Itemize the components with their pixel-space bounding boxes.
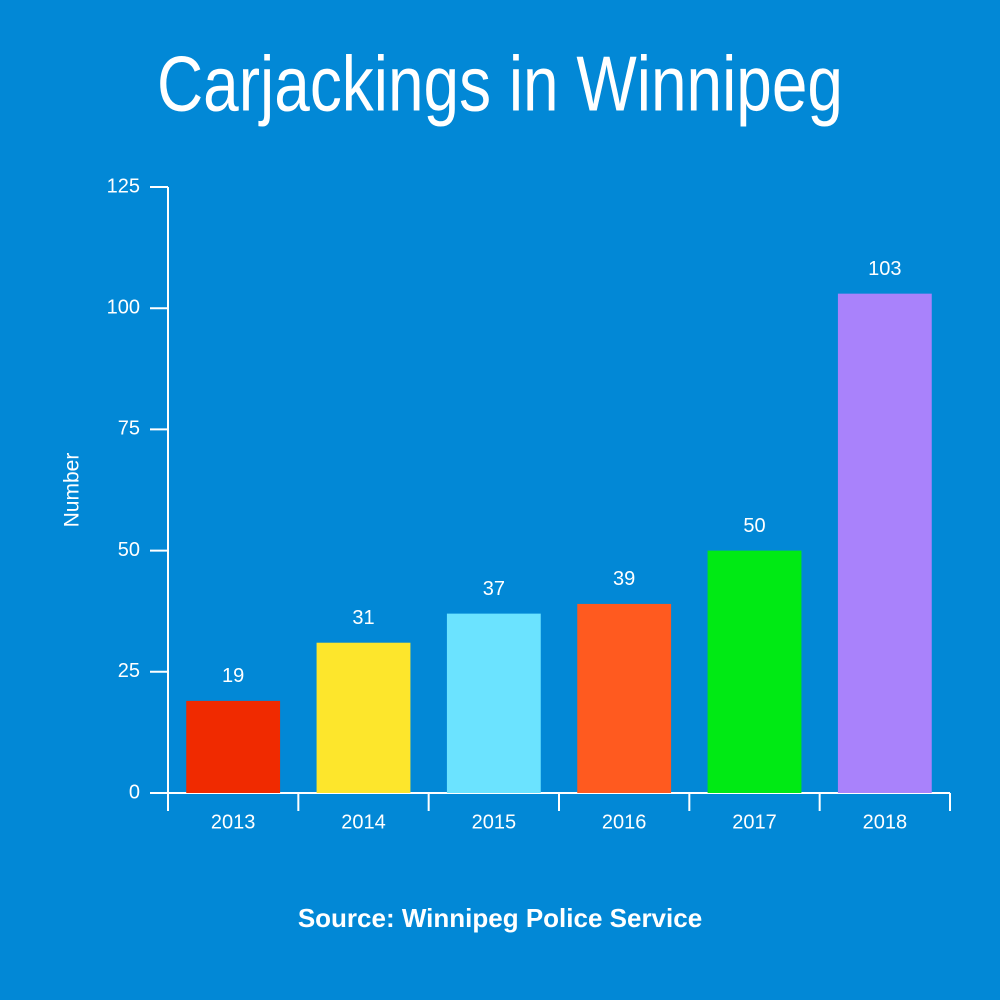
data-label: 19	[222, 665, 244, 687]
chart-title: Carjackings in Winnipeg	[157, 41, 843, 128]
data-label: 103	[868, 258, 901, 280]
x-tick-label: 2018	[863, 811, 908, 833]
data-label: 31	[352, 607, 374, 629]
y-axis-label: Number	[61, 453, 84, 528]
bar	[446, 613, 541, 793]
y-tick-label: 125	[107, 175, 140, 197]
x-tick-label: 2017	[732, 811, 777, 833]
bar	[316, 642, 411, 793]
y-tick-label: 25	[118, 660, 140, 682]
x-tick-label: 2014	[341, 811, 386, 833]
bar	[186, 700, 281, 793]
source: Source: Winnipeg Police Service	[298, 903, 702, 933]
y-tick-label: 75	[118, 418, 140, 440]
data-label: 39	[613, 568, 635, 590]
y-tick-label: 100	[107, 296, 140, 318]
x-tick-label: 2013	[211, 811, 256, 833]
bar	[577, 603, 672, 793]
bar	[837, 293, 932, 793]
x-tick-label: 2015	[472, 811, 517, 833]
data-label: 50	[743, 515, 765, 537]
bar	[707, 550, 802, 793]
x-tick-label: 2016	[602, 811, 647, 833]
y-tick-label: 50	[118, 539, 140, 561]
y-tick-label: 0	[129, 781, 140, 803]
data-label: 37	[483, 578, 505, 600]
